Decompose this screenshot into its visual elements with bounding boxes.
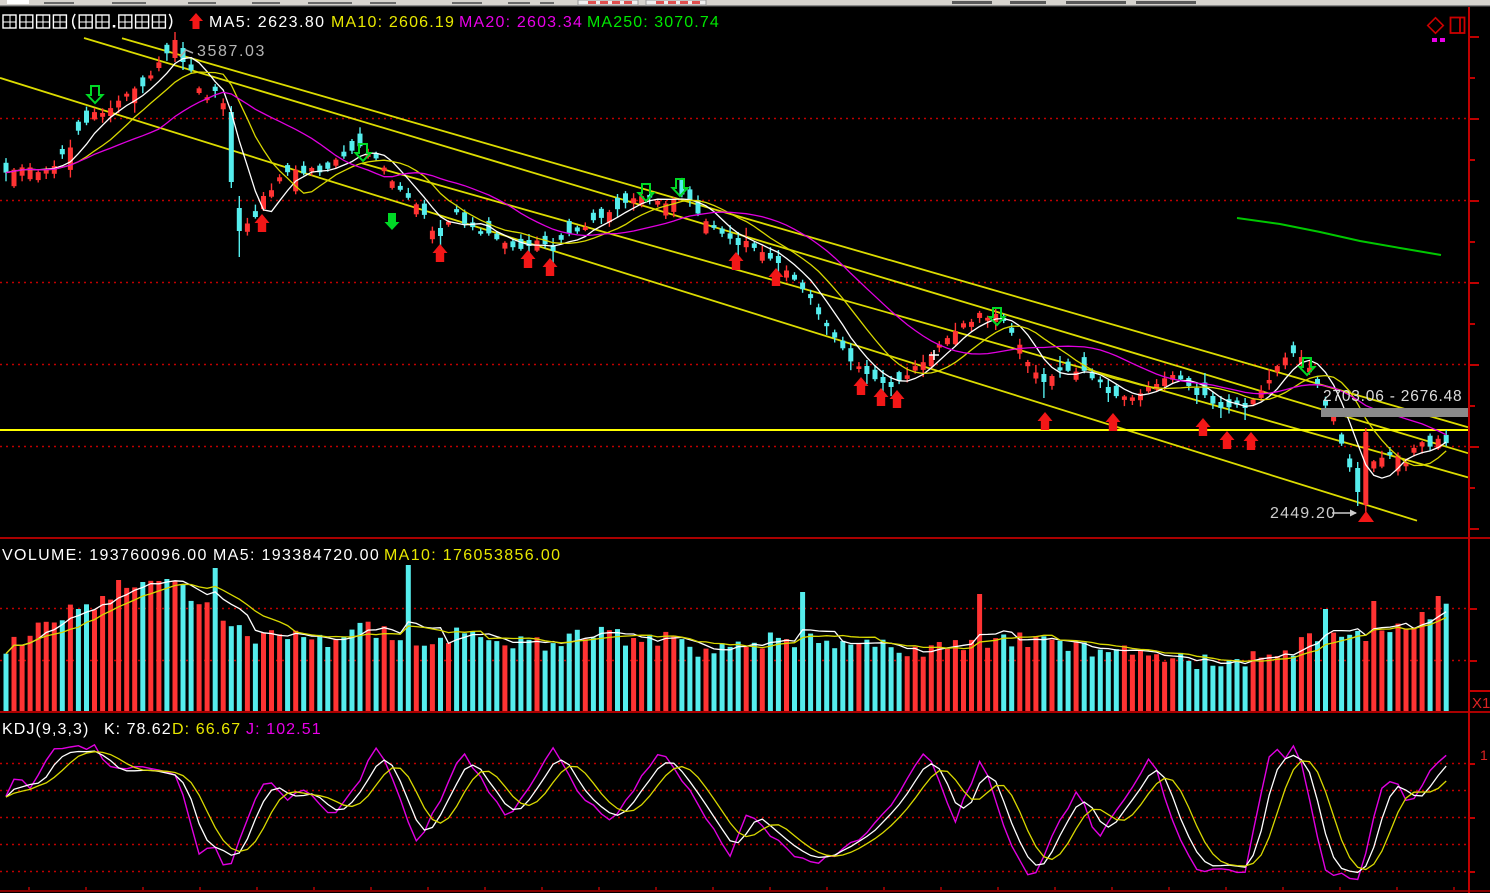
svg-text:D: 66.67: D: 66.67	[172, 721, 241, 738]
svg-text:MA5: 193384720.00: MA5: 193384720.00	[213, 547, 380, 564]
svg-text:K: 78.62: K: 78.62	[104, 721, 172, 738]
svg-text:MA10: 176053856.00: MA10: 176053856.00	[384, 547, 561, 564]
svg-text:2449.20: 2449.20	[1270, 505, 1336, 522]
svg-text:MA250: 3070.74: MA250: 3070.74	[587, 14, 720, 31]
svg-text:MA10: 2606.19: MA10: 2606.19	[331, 14, 455, 31]
svg-text:MA20: 2603.34: MA20: 2603.34	[459, 14, 583, 31]
svg-text:2703.06 - 2676.48: 2703.06 - 2676.48	[1323, 388, 1462, 405]
svg-text:MA5: 2623.80: MA5: 2623.80	[209, 14, 325, 31]
svg-text:X1: X1	[1472, 695, 1490, 712]
svg-text:1: 1	[1480, 747, 1488, 763]
svg-text:J: 102.51: J: 102.51	[246, 721, 322, 738]
svg-text:3587.03: 3587.03	[197, 43, 266, 60]
svg-text:VOLUME: 193760096.00: VOLUME: 193760096.00	[2, 547, 208, 564]
svg-text:KDJ(9,3,3): KDJ(9,3,3)	[2, 721, 89, 738]
